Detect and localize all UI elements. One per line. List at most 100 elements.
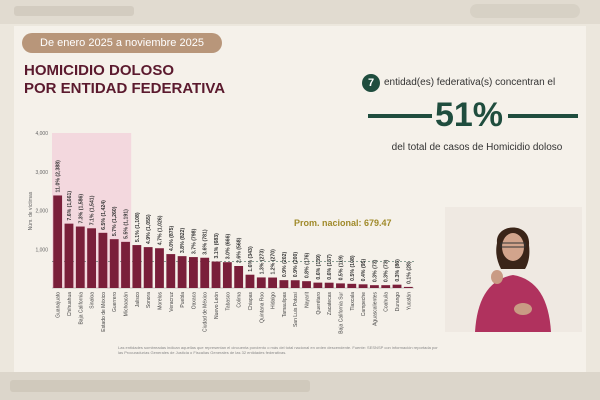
category-label: Tabasco [225, 292, 231, 311]
bar-23 [302, 281, 311, 288]
bar-1 [53, 195, 63, 288]
bar-value-label: 11.0% (2,388) [56, 160, 62, 193]
chart-title-line1: HOMICIDIO DOLOSO [24, 62, 174, 79]
chart-footnote: Las entidades sombreadas indican aquella… [118, 345, 438, 355]
bar-value-label: 5.7% (1,260) [112, 206, 118, 236]
bar-26 [336, 283, 345, 288]
category-label: Morelos [157, 292, 163, 310]
bar-value-label: 4.7% (1,026) [157, 215, 163, 245]
sign-language-interpreter [445, 207, 582, 332]
bar-value-label: 0.5% (119) [338, 255, 344, 280]
bar-30 [381, 285, 391, 288]
top-blurred-logo [14, 6, 134, 16]
bar-value-label: 0.8% (176) [305, 253, 311, 279]
bar-25 [324, 282, 334, 288]
category-label: Nuevo León [214, 292, 220, 319]
bar-18 [245, 274, 255, 288]
bar-value-label: 1.2% (270) [271, 249, 277, 275]
category-label: Baja California Sur [338, 292, 344, 334]
bar-31 [392, 284, 402, 288]
concentration-percent: 51% [434, 96, 504, 134]
category-label: Nayarit [305, 291, 311, 307]
bar-29 [369, 285, 379, 288]
bar-value-label: 3.0% (666) [225, 234, 231, 260]
bar-24 [313, 282, 323, 288]
bar-2 [64, 223, 74, 288]
bar-value-label: 4.0% (875) [169, 225, 175, 251]
percent-rule-right [508, 114, 578, 118]
percent-rule-left [368, 114, 432, 118]
category-label: Quintana Roo [259, 292, 265, 323]
category-label: Guerrero [112, 292, 118, 312]
summary-row: 7 entidad(es) federativa(s) concentran e… [362, 74, 582, 94]
category-label: Durango [395, 292, 401, 311]
bar-27 [347, 283, 357, 288]
bar-value-label: 0.6% (137) [327, 254, 333, 280]
category-label: Campeche [361, 292, 367, 316]
bar-9 [143, 247, 153, 288]
bar-value-label: 0.9% (200) [293, 252, 299, 278]
bar-value-label: 3.7% (798) [191, 228, 197, 254]
category-label: Estado de México [101, 292, 107, 332]
category-label: Puebla [180, 292, 186, 308]
bar-8 [132, 245, 142, 288]
category-label: Tamaulipas [282, 292, 288, 318]
category-label: Oaxaca [191, 292, 197, 309]
bar-value-label: 4.9% (1,055) [146, 214, 152, 244]
category-label: Jalisco [135, 292, 141, 308]
bar-value-label: 0.3% (86) [395, 259, 401, 282]
bar-value-label: 0.1% (28) [406, 261, 412, 284]
bar-17 [234, 265, 244, 288]
bar-22 [290, 280, 300, 288]
chart-title: HOMICIDIO DOLOSO POR ENTIDAD FEDERATIVA [24, 62, 225, 98]
bar-value-label: 5.5% (1,191) [124, 209, 130, 239]
category-label: Michoacán [124, 292, 130, 316]
bar-value-label: 3.8% (822) [180, 227, 186, 253]
category-label: Veracruz [169, 292, 175, 312]
category-label: Colima [237, 292, 243, 308]
bar-value-label: 0.3% (73) [372, 259, 378, 282]
bar-32 [403, 286, 413, 288]
bar-value-label: 7.1% (1,541) [90, 195, 96, 225]
summary-subtitle: del total de casos de Homicidio doloso [391, 142, 563, 153]
date-range-badge: De enero 2025 a noviembre 2025 [22, 33, 222, 53]
y-tick-label: 3,000 [35, 170, 48, 176]
bar-19 [256, 277, 266, 288]
bar-value-label: 0.5% (108) [350, 255, 356, 281]
category-label: Chihuahua [67, 292, 73, 316]
bar-value-label: 7.6% (1,661) [67, 191, 73, 221]
bar-value-label: 0.4% (95) [361, 259, 367, 282]
category-label: Tlaxcala [350, 292, 356, 311]
category-label: Aguascalientes [372, 292, 378, 326]
bar-value-label: 5.1% (1,108) [135, 212, 141, 242]
top-strip [0, 0, 600, 24]
bar-value-label: 0.9% (202) [282, 252, 288, 278]
bar-6 [109, 239, 119, 288]
bar-16 [222, 262, 232, 288]
bar-value-label: 7.3% (1,586) [78, 194, 84, 224]
bar-value-label: 3.6% (781) [203, 229, 209, 255]
bar-14 [200, 257, 210, 288]
y-tick-label: 1,000 [35, 247, 48, 253]
bar-7 [121, 241, 130, 288]
category-label: Baja California [78, 292, 84, 325]
bar-value-label: 1.6% (343) [248, 246, 254, 272]
bar-value-label: 0.3% (73) [384, 259, 390, 282]
bar-28 [358, 284, 368, 288]
bar-21 [279, 280, 289, 288]
y-axis-label: Núm. de víctimas [28, 191, 34, 230]
bar-value-label: 2.6% (568) [237, 237, 243, 263]
top-blurred-logo-right [470, 4, 580, 18]
summary-text: entidad(es) federativa(s) concentran el [384, 77, 556, 88]
bar-value-label: 6.5% (1,424) [101, 200, 107, 230]
bar-13 [188, 257, 198, 288]
category-label: Chiapas [248, 292, 254, 311]
bar-11 [166, 254, 176, 288]
entity-count-badge: 7 [362, 74, 380, 92]
category-label: Ciudad de México [203, 292, 209, 332]
bar-12 [177, 256, 187, 288]
bar-5 [98, 232, 108, 288]
category-label: San Luis Potosí [293, 291, 299, 327]
bar-value-label: 3.1% (683) [214, 233, 220, 259]
